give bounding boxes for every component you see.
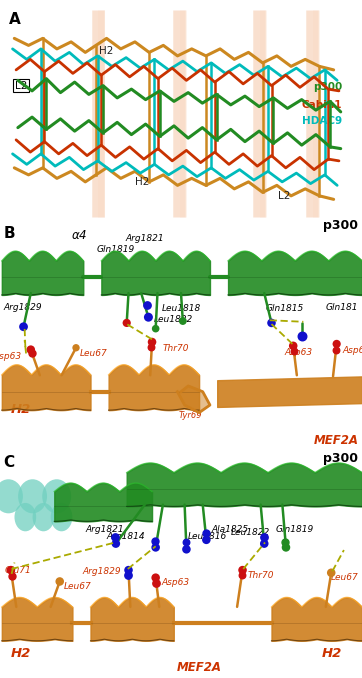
Ellipse shape [42,479,71,513]
Text: Gln181: Gln181 [326,303,358,312]
Point [153,542,159,553]
Point [21,321,26,332]
Text: L2: L2 [15,81,28,91]
Point [153,323,159,334]
Point [73,342,79,353]
Point [328,567,334,578]
Text: Gln1819: Gln1819 [97,245,135,254]
Text: Thr70: Thr70 [248,570,274,580]
Text: B: B [4,226,15,241]
Point [269,317,274,328]
Text: Leu67: Leu67 [331,573,358,582]
Text: Asp61: Asp61 [342,346,362,355]
Point [334,338,340,349]
Text: Thr70: Thr70 [163,344,189,353]
Point [146,312,151,323]
Text: H2: H2 [100,45,114,56]
Text: Tyr69: Tyr69 [178,412,202,420]
Point [149,336,155,347]
Ellipse shape [14,503,36,532]
Text: Leu1816: Leu1816 [188,532,227,541]
Text: Leu1822: Leu1822 [231,528,270,538]
Point [180,315,186,326]
Point [125,570,131,580]
Text: Asp63: Asp63 [284,348,312,357]
Point [183,537,189,548]
Text: p300: p300 [313,82,342,92]
Point [203,528,209,539]
Ellipse shape [51,503,72,532]
Point [261,538,267,549]
Point [153,577,159,588]
Point [240,565,245,576]
Point [9,570,14,581]
Text: Arg1829: Arg1829 [83,567,121,576]
Point [299,331,305,342]
Point [144,300,150,311]
Text: H2: H2 [135,177,149,187]
Text: Cabin1: Cabin1 [302,100,342,110]
Point [126,565,131,576]
Point [291,345,297,356]
Ellipse shape [0,479,23,513]
Text: Gln1815: Gln1815 [266,304,304,313]
Text: HDAC9: HDAC9 [302,116,342,125]
Point [8,565,14,576]
Point [282,537,288,548]
Point [261,532,266,542]
Point [112,532,118,542]
Text: p300: p300 [323,220,358,233]
Text: Leu67: Leu67 [63,582,91,591]
Text: Asp63: Asp63 [0,352,22,361]
Point [299,317,305,328]
Text: $\alpha$4: $\alpha$4 [71,229,88,242]
Point [239,570,245,580]
Point [290,340,296,351]
Point [124,317,130,328]
Ellipse shape [18,479,47,513]
Point [152,536,158,546]
Ellipse shape [33,503,54,532]
Polygon shape [177,386,210,413]
Text: Leu1822: Leu1822 [154,315,193,324]
Text: Gln1819: Gln1819 [275,525,313,534]
Text: Leu67: Leu67 [80,349,108,358]
Text: Asp63: Asp63 [161,578,189,587]
Point [29,348,35,359]
Text: H2: H2 [11,647,31,660]
Point [203,534,209,545]
Point [148,342,154,353]
Text: MEF2A: MEF2A [177,661,222,674]
Text: H2: H2 [11,403,31,416]
Text: Glu71: Glu71 [4,565,31,575]
Point [283,542,289,553]
Text: Arg1821: Arg1821 [86,525,124,534]
Point [333,344,339,355]
Point [28,344,34,355]
Text: Ala1825: Ala1825 [212,525,249,534]
Text: Arg1814: Arg1814 [106,532,145,541]
Text: Arg1829: Arg1829 [4,303,42,312]
Text: H2: H2 [322,647,342,660]
Text: MEF2A: MEF2A [313,434,358,447]
Text: C: C [4,455,15,470]
Text: Arg1821: Arg1821 [126,234,164,243]
Point [153,572,159,583]
Text: L2: L2 [278,191,290,201]
Point [113,538,119,549]
Point [184,544,189,555]
Point [57,576,63,587]
Text: A: A [9,12,21,27]
Text: Leu1818: Leu1818 [161,304,201,313]
Text: p300: p300 [323,452,358,465]
